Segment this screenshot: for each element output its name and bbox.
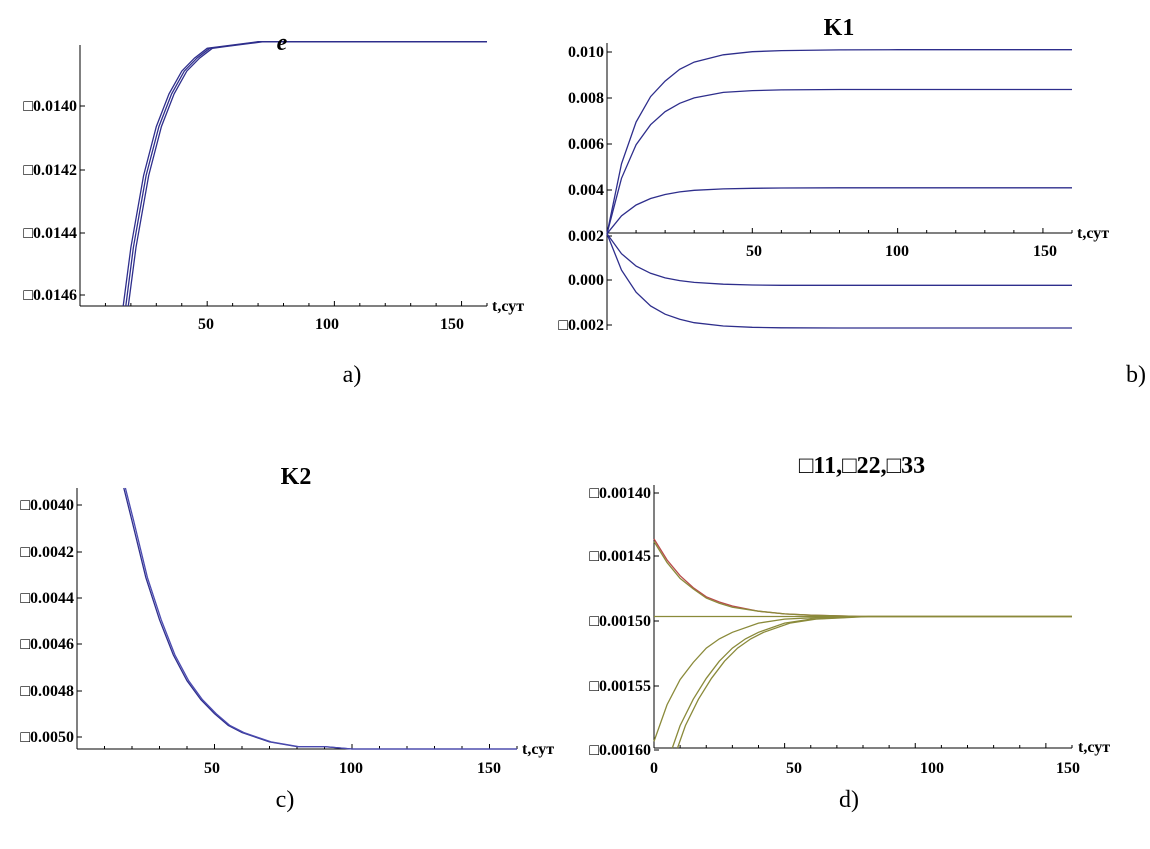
series-line <box>653 538 1072 618</box>
y-tick-label: 0.006 <box>568 136 604 153</box>
chart-title: K2 <box>281 464 312 490</box>
x-tick-label: 150 <box>1033 243 1057 260</box>
y-tick-label: □0.00160 <box>589 742 651 759</box>
x-tick-label: 150 <box>1056 760 1080 777</box>
y-tick-label: 0.008 <box>568 90 604 107</box>
y-tick-label: 0.010 <box>568 44 604 61</box>
y-tick-label: □0.0042 <box>20 544 74 561</box>
y-tick-label: □0.0050 <box>20 729 74 746</box>
x-tick-label: 100 <box>339 760 363 777</box>
series-line <box>124 487 517 750</box>
x-axis-label: t,сут <box>492 298 524 315</box>
y-tick-label: □0.00155 <box>589 678 651 695</box>
y-tick-label: □0.0142 <box>23 162 77 179</box>
x-tick-label: 100 <box>315 316 339 333</box>
y-tick-label: □0.0044 <box>20 590 74 607</box>
y-tick-label: □0.00150 <box>589 613 651 630</box>
y-tick-label: □0.00145 <box>589 548 651 565</box>
x-tick-label: 50 <box>746 243 762 260</box>
y-tick-label: 0.000 <box>568 272 604 289</box>
chart-panel-a: □0.0140 □0.0142 □0.0144 □0.0146 50 100 150 e t,с… <box>23 30 524 388</box>
series-line <box>606 49 1072 234</box>
x-tick-label: 100 <box>920 760 944 777</box>
series-line <box>606 233 1072 329</box>
series-line <box>122 41 487 307</box>
y-tick-label: □0.0144 <box>23 225 77 242</box>
y-tick-label: □0.002 <box>558 317 604 334</box>
panel-caption: a) <box>343 362 362 388</box>
x-axis-label: t,сут <box>1077 225 1109 242</box>
chart-title: □11,□22,□33 <box>799 453 925 479</box>
series-line <box>653 615 1072 742</box>
x-axis-label: t,сут <box>1078 739 1110 756</box>
x-tick-label: 150 <box>477 760 501 777</box>
series-line <box>671 615 1072 749</box>
panel-caption: c) <box>276 787 295 813</box>
x-tick-label: 0 <box>650 760 658 777</box>
x-tick-label: 50 <box>204 760 220 777</box>
y-tick-label: □0.0048 <box>20 683 74 700</box>
series-line <box>125 41 487 307</box>
y-tick-label: □0.0046 <box>20 636 74 653</box>
y-tick-label: 0.002 <box>568 228 604 245</box>
x-tick-label: 50 <box>198 316 214 333</box>
y-tick-label: □0.0040 <box>20 497 74 514</box>
panel-caption: d) <box>839 787 859 813</box>
x-axis-label: t,сут <box>522 741 554 758</box>
series-line <box>127 41 487 307</box>
chart-title: K1 <box>824 15 855 41</box>
series-line <box>653 541 1072 618</box>
panel-caption: b) <box>1126 362 1146 388</box>
chart-panel-d: □0.00140 □0.00145 □0.00150 □0.00155 □0.00160… <box>589 453 1110 813</box>
series-line <box>676 615 1072 749</box>
x-tick-label: 100 <box>885 243 909 260</box>
x-tick-label: 150 <box>440 316 464 333</box>
chart-title: e <box>277 30 288 56</box>
series-line <box>123 487 517 750</box>
chart-panel-c: □0.0040 □0.0042 □0.0044 □0.0046 □0.0048 □0.00… <box>20 464 554 813</box>
y-tick-label: □0.0146 <box>23 287 77 304</box>
series-line <box>606 88 1072 234</box>
x-tick-label: 50 <box>786 760 802 777</box>
y-tick-label: 0.004 <box>568 182 604 199</box>
series-line <box>606 233 1072 286</box>
y-tick-label: □0.0140 <box>23 98 77 115</box>
series-line <box>606 187 1072 235</box>
chart-panel-b: 0.010 0.008 0.006 0.004 0.002 0.000 □0.002 50 10… <box>558 15 1146 388</box>
y-tick-label: □0.00140 <box>589 485 651 502</box>
